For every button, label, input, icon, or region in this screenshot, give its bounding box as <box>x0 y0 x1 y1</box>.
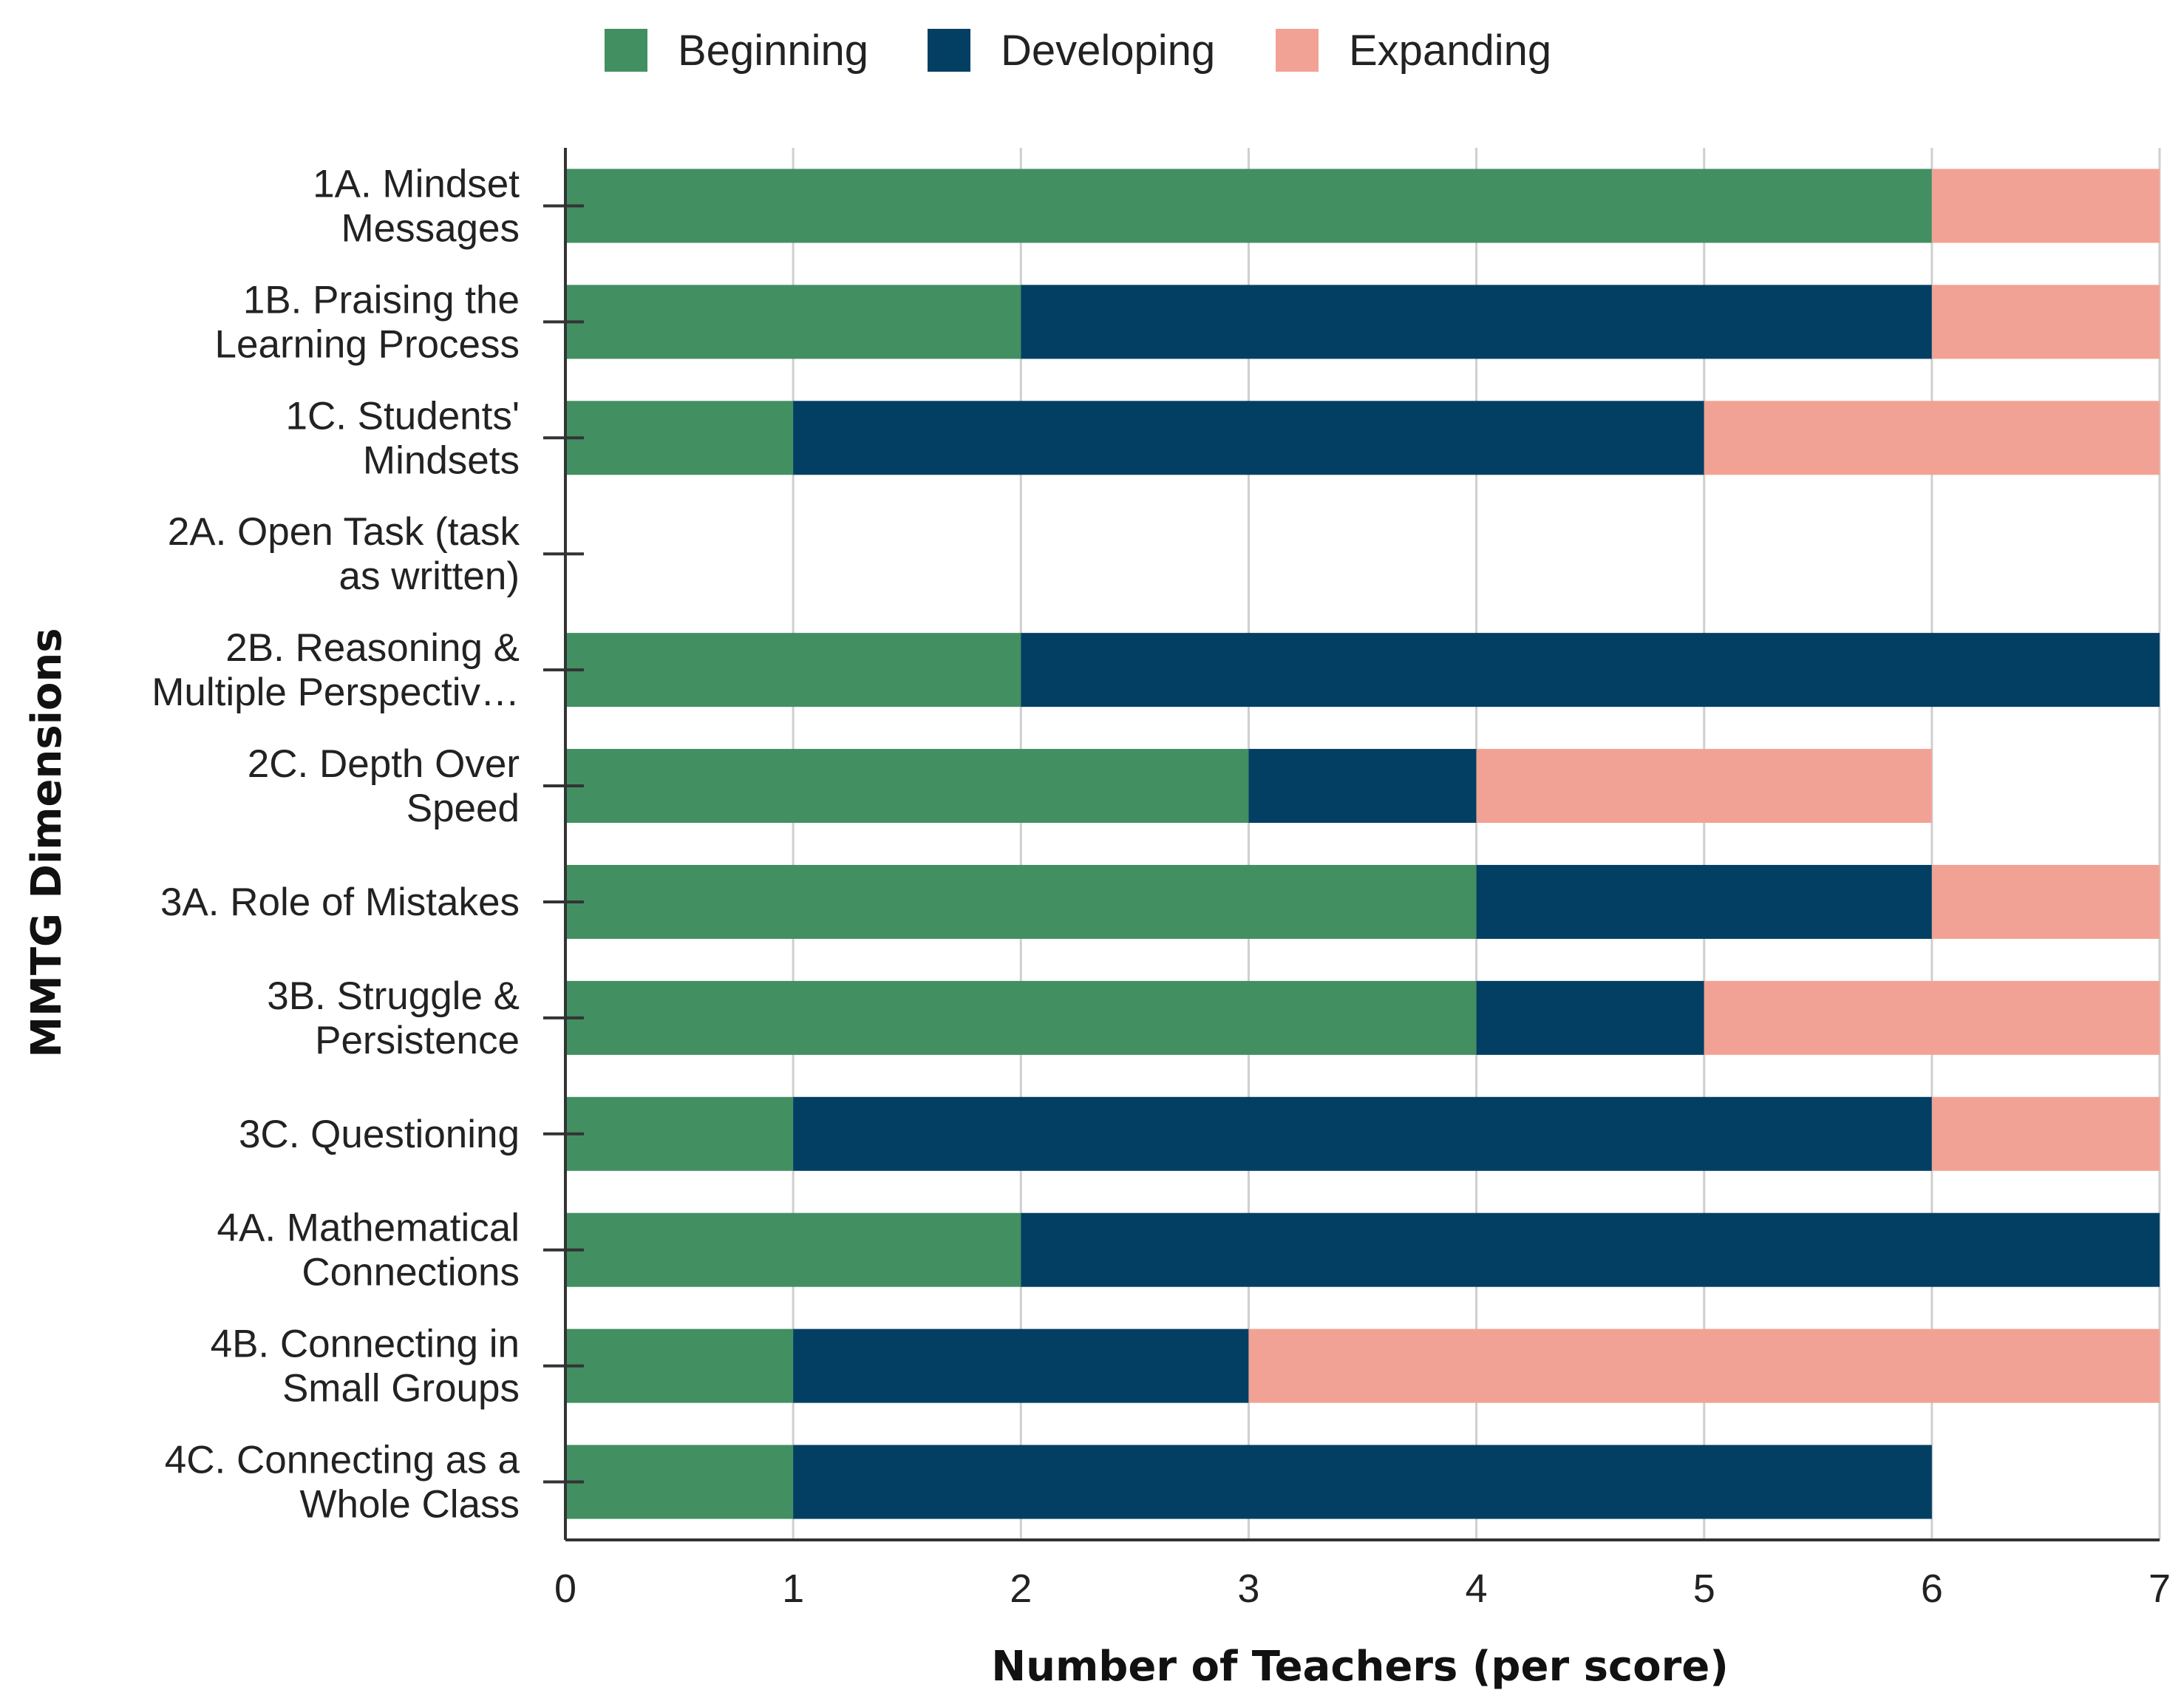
bar-segment-expanding <box>1704 980 2160 1055</box>
bar-segment-developing <box>1021 285 1932 359</box>
category-label: 4B. Connecting in <box>211 1323 520 1366</box>
x-tick-label: 1 <box>782 1567 804 1611</box>
bar-segment-developing <box>1476 980 1704 1055</box>
bar-segment-expanding <box>1931 864 2160 939</box>
x-tick-labels: 0 1 2 3 4 5 6 7 <box>554 1567 2171 1611</box>
bar-segment-beginning <box>565 864 1477 939</box>
category-label: 1B. Praising the <box>243 278 520 322</box>
category-label: 4A. Mathematical <box>217 1207 520 1250</box>
category-label: Persistence <box>315 1019 520 1062</box>
bar-segment-developing <box>793 1096 1932 1171</box>
bars <box>565 169 2160 1519</box>
bar-segment-expanding <box>1931 169 2160 243</box>
legend-swatch <box>1276 29 1319 72</box>
category-label: Mindsets <box>363 438 520 482</box>
bar-segment-developing <box>1248 749 1477 824</box>
category-label: Whole Class <box>300 1483 520 1527</box>
bar-segment-beginning <box>565 401 794 475</box>
bar-segment-developing <box>1476 864 1932 939</box>
bar-segment-beginning <box>565 1445 794 1519</box>
bar-segment-developing <box>793 1445 1932 1519</box>
bar-segment-developing <box>1021 1212 2160 1287</box>
category-label: 3C. Questioning <box>239 1113 520 1156</box>
legend-label: Developing <box>1001 27 1215 75</box>
x-tick-label: 3 <box>1237 1567 1259 1611</box>
category-label: 2B. Reasoning & <box>225 626 520 670</box>
bar-segment-developing <box>1021 633 2160 707</box>
bar-segment-expanding <box>1931 285 2160 359</box>
bar-segment-developing <box>793 401 1704 475</box>
bar-segment-expanding <box>1931 1096 2160 1171</box>
category-label: 4C. Connecting as a <box>165 1439 520 1482</box>
bar-segment-beginning <box>565 633 1021 707</box>
bar-segment-beginning <box>565 980 1477 1055</box>
bar-segment-beginning <box>565 1328 794 1403</box>
x-tick-label: 5 <box>1693 1567 1715 1611</box>
bar-segment-beginning <box>565 1096 794 1171</box>
category-label: Multiple Perspectiv… <box>152 671 520 714</box>
category-label: Messages <box>341 206 520 250</box>
bar-segment-expanding <box>1704 401 2160 475</box>
bar-segment-developing <box>793 1328 1249 1403</box>
category-label: 1C. Students' <box>285 394 520 438</box>
y-axis-title: MMTG Dimensions <box>23 628 71 1057</box>
category-label: 2C. Depth Over <box>248 742 520 786</box>
bar-segment-beginning <box>565 749 1249 824</box>
gridlines <box>792 148 2161 1540</box>
legend-label: Expanding <box>1349 27 1551 75</box>
category-label: Speed <box>406 787 520 830</box>
bar-segment-beginning <box>565 285 1021 359</box>
bar-segment-expanding <box>1476 749 1932 824</box>
category-label: as written) <box>339 554 520 598</box>
legend-item-developing: Developing <box>928 27 1215 75</box>
category-label: 2A. Open Task (task <box>168 510 520 554</box>
x-tick-label: 2 <box>1010 1567 1032 1611</box>
bar-segment-beginning <box>565 169 1932 243</box>
x-tick-label: 4 <box>1466 1567 1488 1611</box>
category-label: Small Groups <box>282 1367 520 1411</box>
x-axis-title: Number of Teachers (per score) <box>991 1643 1729 1691</box>
bar-segment-beginning <box>565 1212 1021 1287</box>
legend-label: Beginning <box>678 27 868 75</box>
legend-swatch <box>928 29 970 72</box>
category-label: 1A. Mindset <box>313 162 520 206</box>
category-label: Learning Process <box>215 322 520 366</box>
legend-item-expanding: Expanding <box>1276 27 1551 75</box>
x-tick-label: 0 <box>554 1567 576 1611</box>
legend: Beginning Developing Expanding <box>605 27 1551 75</box>
legend-swatch <box>605 29 647 72</box>
category-label: 3B. Struggle & <box>267 974 520 1018</box>
axes <box>543 148 2160 1541</box>
x-tick-label: 7 <box>2149 1567 2171 1611</box>
category-label: Connections <box>302 1251 520 1294</box>
x-tick-label: 6 <box>1921 1567 1943 1611</box>
legend-item-beginning: Beginning <box>605 27 868 75</box>
category-label: 3A. Role of Mistakes <box>160 880 520 924</box>
bar-segment-expanding <box>1248 1328 2160 1403</box>
